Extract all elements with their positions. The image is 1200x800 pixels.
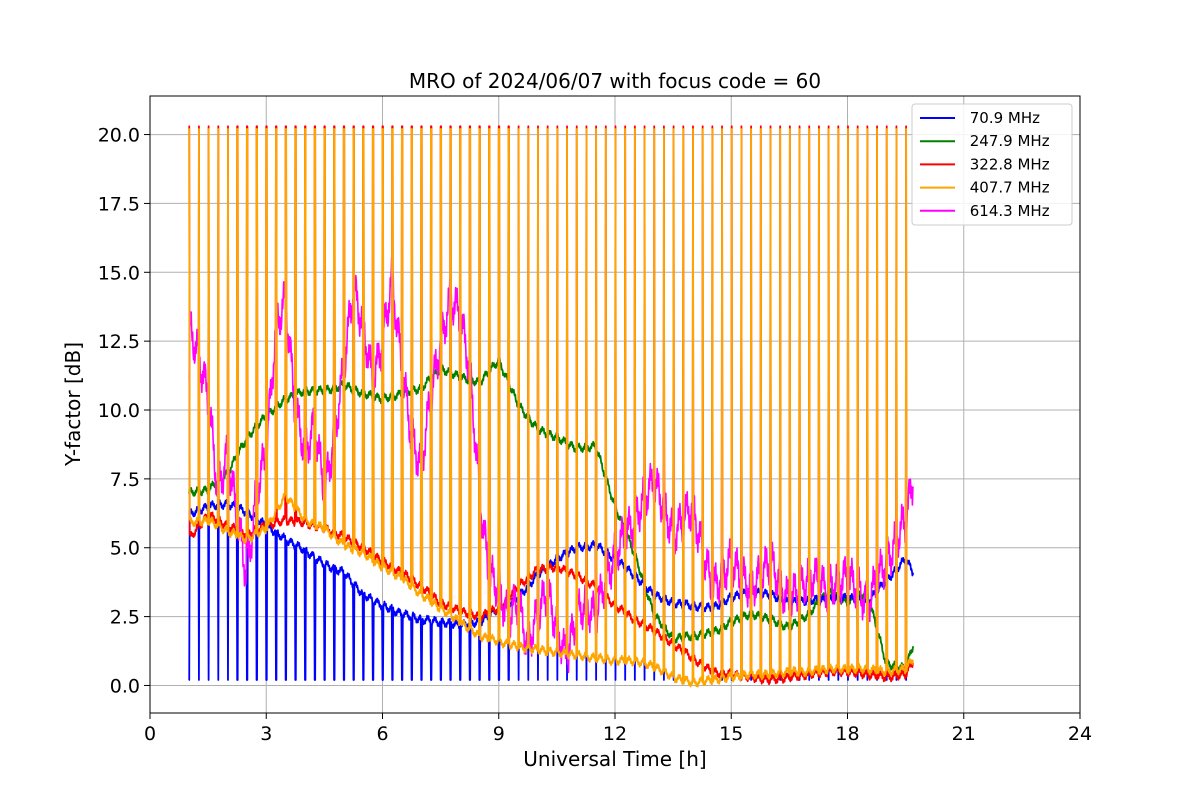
legend-label-4: 614.3 MHz <box>965 202 1050 220</box>
legend-label-3: 407.7 MHz <box>965 179 1050 197</box>
y-tick-label: 17.5 <box>98 193 140 215</box>
x-tick-label: 24 <box>1068 723 1092 745</box>
x-tick-label: 3 <box>260 723 272 745</box>
legend-box <box>911 103 1073 226</box>
y-tick-label: 5.0 <box>110 538 140 560</box>
series-layer <box>188 125 915 688</box>
legend-label-1: 247.9 MHz <box>965 132 1050 150</box>
x-tick-label: 15 <box>719 723 743 745</box>
x-tick-label: 21 <box>952 723 976 745</box>
legend: 70.9 MHz 247.9 MHz 322.8 MHz 407.7 MHz 6… <box>911 103 1073 226</box>
series-line-1 <box>188 357 915 674</box>
x-tick-label: 18 <box>835 723 859 745</box>
series-line-3 <box>188 128 914 688</box>
chart-title: MRO of 2024/06/07 with focus code = 60 <box>409 69 821 93</box>
x-tick-label: 6 <box>376 723 388 745</box>
y-tick-label: 0.0 <box>110 675 140 697</box>
y-tick-label: 2.5 <box>110 607 140 629</box>
y-tick-label: 7.5 <box>110 469 140 491</box>
ticks: 0 3 6 9 12 15 18 21 24 0.0 2.5 5.0 7.5 10.0 12.5 15.0 17… <box>98 125 1092 745</box>
y-tick-label: 12.5 <box>98 331 140 353</box>
x-tick-label: 12 <box>603 723 627 745</box>
x-tick-label: 9 <box>493 723 505 745</box>
legend-label-2: 322.8 MHz <box>965 155 1050 173</box>
x-tick-label: 0 <box>144 723 156 745</box>
series-line-4 <box>188 256 915 674</box>
y-tick-label: 15.0 <box>98 262 140 284</box>
y-tick-label: 20.0 <box>98 125 140 147</box>
y-axis-label: Y-factor [dB] <box>61 342 85 467</box>
x-axis-label: Universal Time [h] <box>523 747 706 771</box>
y-tick-label: 10.0 <box>98 400 140 422</box>
legend-label-0: 70.9 MHz <box>965 109 1040 127</box>
